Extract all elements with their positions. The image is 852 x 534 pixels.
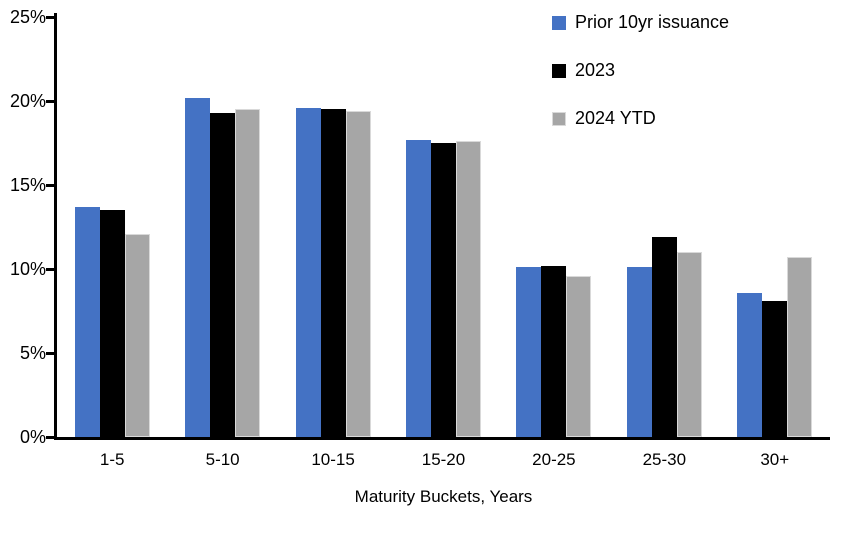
bar-prior-10yr-issuance: [405, 139, 431, 437]
y-axis-tick-label: 25%: [9, 7, 46, 27]
legend-swatch-icon: [552, 63, 566, 78]
bar-2023: [430, 143, 456, 437]
y-axis-tick: [46, 267, 54, 271]
legend-swatch-icon: [552, 15, 566, 30]
bar-prior-10yr-issuance: [626, 267, 652, 437]
bar-prior-10yr-issuance: [74, 206, 100, 437]
y-axis-tick: [46, 351, 54, 355]
y-axis-tick: [46, 183, 54, 187]
bar-group-10-15: [278, 107, 388, 437]
bar-2023: [762, 300, 788, 437]
bar-2023: [541, 265, 567, 437]
y-axis-tick: [46, 435, 54, 439]
y-axis-tick: [46, 99, 54, 103]
y-axis-tick-label: 5%: [19, 343, 46, 363]
y-axis-tick: [46, 15, 54, 19]
bar-2024-ytd: [676, 252, 702, 437]
bar-2023: [320, 109, 346, 437]
x-axis-labels: 1-5 5-10 10-15 15-20 20-25 25-30 30+: [57, 449, 830, 471]
bar-prior-10yr-issuance: [295, 107, 321, 437]
bar-2024-ytd: [787, 257, 813, 437]
legend-item-2023: 2023: [552, 60, 729, 81]
bar-2023: [99, 210, 125, 437]
bar-prior-10yr-issuance: [516, 267, 542, 437]
y-axis-tick-label: 15%: [9, 175, 46, 195]
y-axis-tick-label: 0%: [19, 427, 46, 447]
y-axis-tick-label: 10%: [9, 259, 46, 279]
bar-group-30: [720, 257, 830, 437]
x-axis-tick-label: 10-15: [311, 450, 355, 469]
bar-2023: [210, 112, 236, 437]
bar-group-15-20: [388, 139, 498, 437]
bar-2024-ytd: [345, 111, 371, 437]
bar-2024-ytd: [124, 233, 150, 437]
x-axis-tick-label: 20-25: [532, 450, 576, 469]
legend-swatch-icon: [552, 111, 566, 126]
x-axis-line: [54, 437, 830, 440]
x-axis-tick-label: 15-20: [421, 450, 466, 469]
legend-label: 2023: [575, 60, 616, 80]
legend-item-2024-ytd: 2024 YTD: [552, 108, 729, 129]
bar-group-1-5: [57, 206, 167, 437]
bar-2023: [651, 237, 677, 437]
bar-prior-10yr-issuance: [185, 97, 211, 437]
bar-prior-10yr-issuance: [737, 292, 763, 437]
y-axis-labels: 0% 5% 10% 15% 20% 25%: [0, 8, 46, 446]
legend-label: Prior 10yr issuance: [575, 12, 730, 32]
x-axis-tick-label: 5-10: [205, 450, 240, 469]
bar-2024-ytd: [235, 109, 261, 437]
y-axis-line: [54, 13, 57, 440]
x-axis-tick-label: 1-5: [99, 450, 125, 469]
legend: Prior 10yr issuance 2023 2024 YTD: [552, 12, 729, 129]
bar-2024-ytd: [566, 275, 592, 437]
x-axis-tick-label: 25-30: [642, 450, 687, 469]
bar-groups: [57, 17, 830, 437]
plot-area: [46, 13, 830, 440]
bar-group-20-25: [499, 265, 609, 437]
legend-item-prior-10yr-issuance: Prior 10yr issuance: [552, 12, 729, 33]
y-axis-tick-label: 20%: [9, 91, 46, 111]
x-axis-tick-label: 30+: [760, 450, 790, 469]
x-axis-title: Maturity Buckets, Years: [354, 487, 533, 506]
bar-group-25-30: [609, 237, 719, 437]
bar-2024-ytd: [455, 141, 481, 437]
bar-group-5-10: [167, 97, 277, 437]
legend-label: 2024 YTD: [575, 108, 656, 128]
